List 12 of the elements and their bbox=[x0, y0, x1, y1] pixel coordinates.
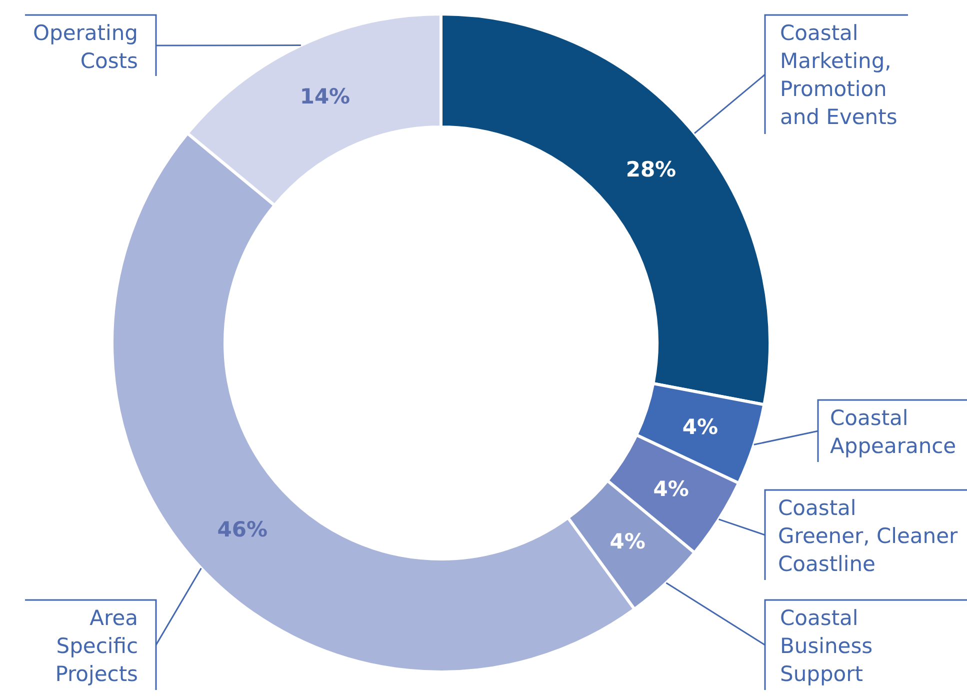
data-label: 4% bbox=[653, 477, 689, 502]
slice-label: Coastal Greener, Cleaner Coastline bbox=[778, 496, 958, 576]
slice-label: Coastal Marketing, Promotion and Events bbox=[780, 21, 898, 129]
data-label: 4% bbox=[682, 415, 718, 440]
data-label: 46% bbox=[217, 518, 268, 542]
slice-label: Operating Costs bbox=[33, 21, 138, 73]
slice-label: Coastal Appearance bbox=[830, 406, 956, 458]
slice-label: Coastal Business Support bbox=[780, 606, 873, 686]
data-label: 14% bbox=[300, 84, 350, 108]
data-label: 4% bbox=[610, 530, 646, 554]
data-label: 28% bbox=[626, 157, 676, 182]
slice-label: Area Specific Projects bbox=[55, 606, 138, 686]
